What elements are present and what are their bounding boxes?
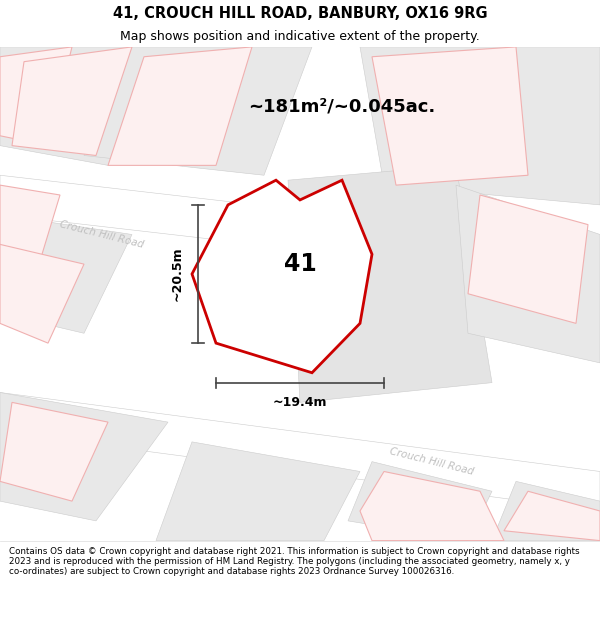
Polygon shape — [456, 185, 600, 363]
Polygon shape — [504, 491, 600, 541]
Text: ~19.4m: ~19.4m — [273, 396, 327, 409]
Polygon shape — [360, 47, 600, 205]
Polygon shape — [360, 471, 504, 541]
Polygon shape — [372, 47, 528, 185]
Polygon shape — [468, 195, 588, 323]
Polygon shape — [0, 47, 180, 166]
Polygon shape — [0, 392, 168, 521]
Polygon shape — [0, 185, 60, 274]
Text: Crouch Hill Road: Crouch Hill Road — [59, 219, 145, 250]
Polygon shape — [288, 166, 492, 402]
Polygon shape — [156, 442, 360, 541]
Text: Contains OS data © Crown copyright and database right 2021. This information is : Contains OS data © Crown copyright and d… — [9, 546, 580, 576]
Text: ~181m²/~0.045ac.: ~181m²/~0.045ac. — [248, 97, 436, 115]
Text: ~20.5m: ~20.5m — [170, 247, 184, 301]
Polygon shape — [0, 215, 132, 333]
Text: Map shows position and indicative extent of the property.: Map shows position and indicative extent… — [120, 30, 480, 43]
Polygon shape — [0, 392, 600, 511]
Polygon shape — [348, 462, 492, 541]
Text: Crouch Hill Road: Crouch Hill Road — [389, 446, 475, 477]
Text: 41: 41 — [284, 252, 317, 276]
Polygon shape — [492, 481, 600, 541]
Polygon shape — [192, 180, 372, 372]
Polygon shape — [84, 47, 312, 175]
Polygon shape — [12, 47, 132, 156]
Text: 41, CROUCH HILL ROAD, BANBURY, OX16 9RG: 41, CROUCH HILL ROAD, BANBURY, OX16 9RG — [113, 6, 487, 21]
Polygon shape — [0, 47, 72, 146]
Polygon shape — [0, 402, 108, 501]
Polygon shape — [0, 175, 600, 284]
Polygon shape — [0, 244, 84, 343]
Polygon shape — [108, 47, 252, 166]
